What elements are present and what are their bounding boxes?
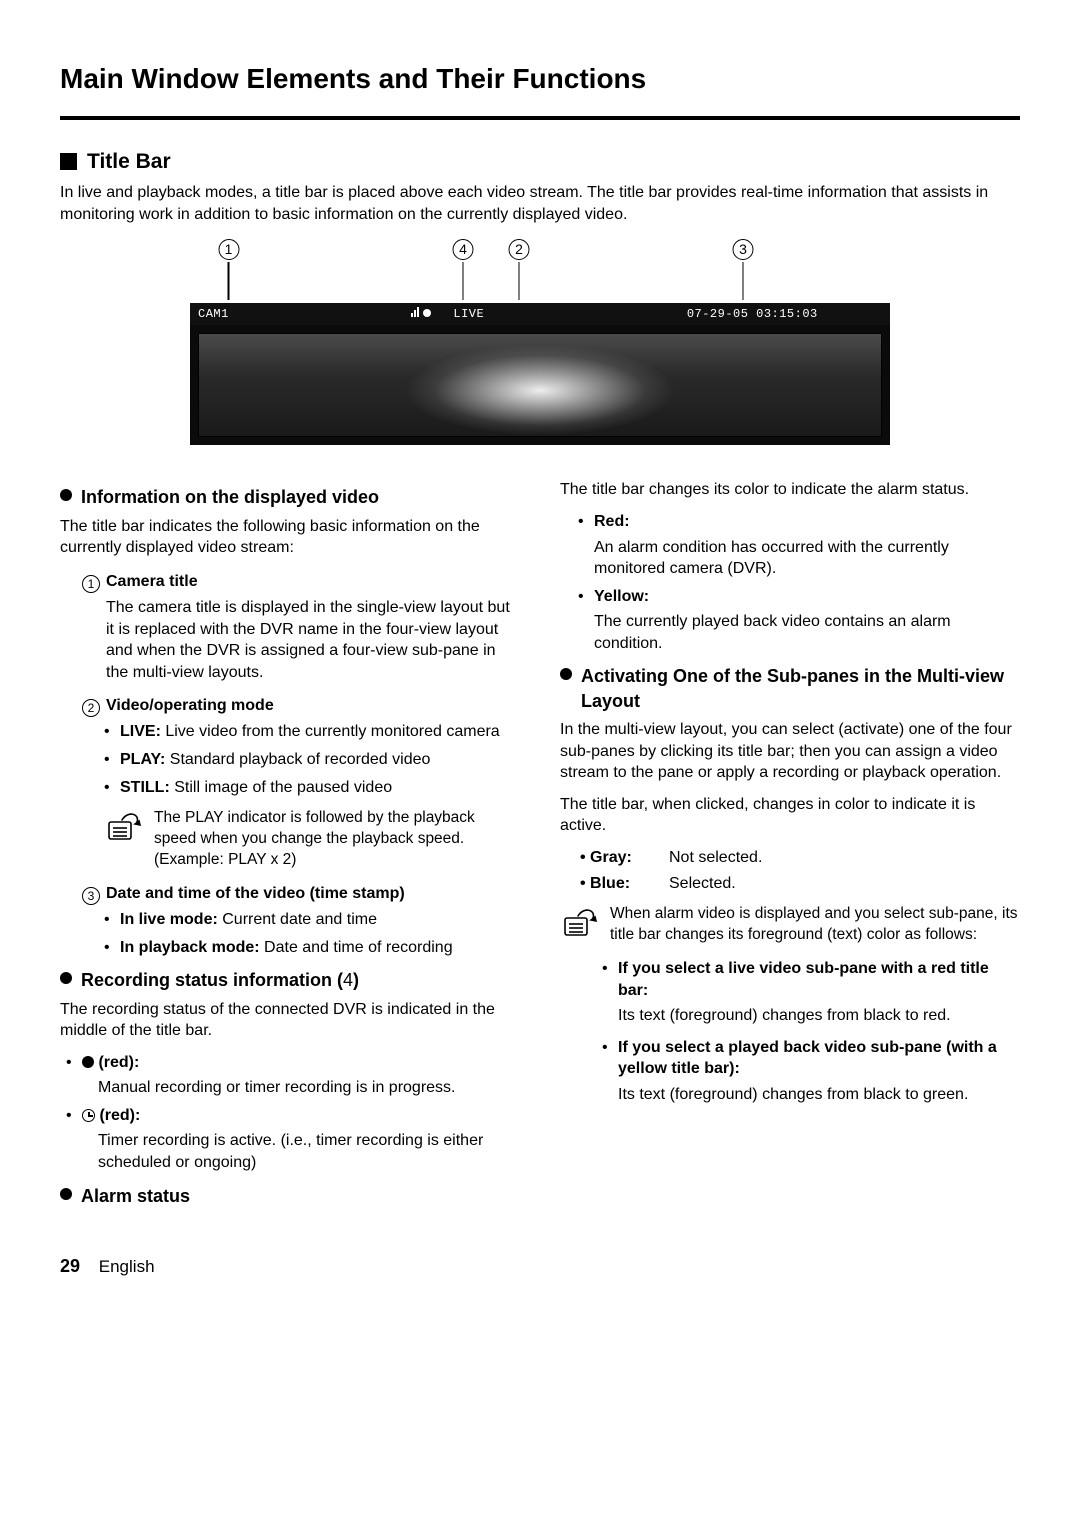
callout-1: 1 xyxy=(218,239,239,260)
diagram-mode-label: LIVE xyxy=(453,306,624,322)
item-camera-title-heading: 1Camera title xyxy=(82,571,520,593)
page-footer: 29 English xyxy=(60,1254,1020,1279)
note-alarm-select: When alarm video is displayed and you se… xyxy=(560,904,1020,946)
activating-p2: The title bar, when clicked, changes in … xyxy=(560,794,1020,837)
select-live-red: If you select a live video sub-pane with… xyxy=(602,958,1020,1027)
diagram-video-area xyxy=(190,325,890,445)
color-gray-value: Not selected. xyxy=(669,847,762,869)
section-heading-text: Title Bar xyxy=(87,148,171,176)
callout-4: 4 xyxy=(453,239,474,260)
bullet-icon xyxy=(60,489,72,501)
page-number: 29 xyxy=(60,1256,80,1276)
rec-status-manual: (red): Manual recording or timer recordi… xyxy=(66,1052,520,1099)
right-column: The title bar changes its color to indic… xyxy=(560,475,1020,1214)
callout-2: 2 xyxy=(509,239,530,260)
note-icon xyxy=(560,904,600,938)
diagram-timestamp: 07-29-05 03:15:03 xyxy=(677,306,882,322)
mode-live: LIVE: Live video from the currently moni… xyxy=(104,721,520,743)
titlebar-diagram: 1 4 2 3 CAM1 LIVE 07-29-05 03:15:03 xyxy=(60,239,1020,445)
activating-p1: In the multi-view layout, you can select… xyxy=(560,719,1020,784)
note-play-speed: The PLAY indicator is followed by the pl… xyxy=(82,808,520,871)
subheading-activating-subpanes: Activating One of the Sub-panes in the M… xyxy=(560,664,1020,713)
callout-3: 3 xyxy=(733,239,754,260)
subheading-info-displayed: Information on the displayed video xyxy=(60,485,520,509)
bullet-icon xyxy=(60,972,72,984)
alarm-red: Red: An alarm condition has occurred wit… xyxy=(578,511,1020,580)
diagram-cam-label: CAM1 xyxy=(198,306,403,322)
info-displayed-intro: The title bar indicates the following ba… xyxy=(60,516,520,559)
rec-status-timer: (red): Timer recording is active. (i.e.,… xyxy=(66,1105,520,1174)
recording-status-intro: The recording status of the connected DV… xyxy=(60,999,520,1042)
section-intro: In live and playback modes, a title bar … xyxy=(60,182,1020,225)
square-bullet-icon xyxy=(60,153,77,170)
alarm-status-intro: The title bar changes its color to indic… xyxy=(560,479,1020,501)
clock-icon xyxy=(82,1109,95,1122)
footer-language: English xyxy=(99,1257,155,1276)
page-title: Main Window Elements and Their Functions xyxy=(60,60,1020,98)
bullet-icon xyxy=(560,668,572,680)
note-icon xyxy=(104,808,144,842)
subheading-recording-status: Recording status information (4) xyxy=(60,968,520,992)
item-timestamp-heading: 3Date and time of the video (time stamp) xyxy=(82,883,520,905)
color-gray-label: Gray: xyxy=(580,847,665,869)
filled-circle-icon xyxy=(82,1056,94,1068)
color-blue-value: Selected. xyxy=(669,873,736,895)
bullet-icon xyxy=(60,1188,72,1200)
alarm-yellow: Yellow: The currently played back video … xyxy=(578,586,1020,655)
section-heading-title-bar: Title Bar xyxy=(60,148,1020,176)
left-column: Information on the displayed video The t… xyxy=(60,475,520,1214)
mode-still: STILL: Still image of the paused video xyxy=(104,777,520,799)
item-camera-title-body: The camera title is displayed in the sin… xyxy=(82,597,520,683)
color-blue-label: Blue: xyxy=(580,873,665,895)
titlebar-color-table: Gray:Not selected. Blue:Selected. xyxy=(560,847,1020,894)
timestamp-playback: In playback mode: Date and time of recor… xyxy=(104,937,520,959)
diagram-rec-icon xyxy=(411,306,445,322)
timestamp-live: In live mode: Current date and time xyxy=(104,909,520,931)
select-playback-yellow: If you select a played back video sub-pa… xyxy=(602,1037,1020,1106)
subheading-alarm-status: Alarm status xyxy=(60,1184,520,1208)
divider xyxy=(60,116,1020,120)
item-video-mode-heading: 2Video/operating mode xyxy=(82,695,520,717)
mode-play: PLAY: Standard playback of recorded vide… xyxy=(104,749,520,771)
diagram-titlebar: CAM1 LIVE 07-29-05 03:15:03 xyxy=(190,303,890,325)
